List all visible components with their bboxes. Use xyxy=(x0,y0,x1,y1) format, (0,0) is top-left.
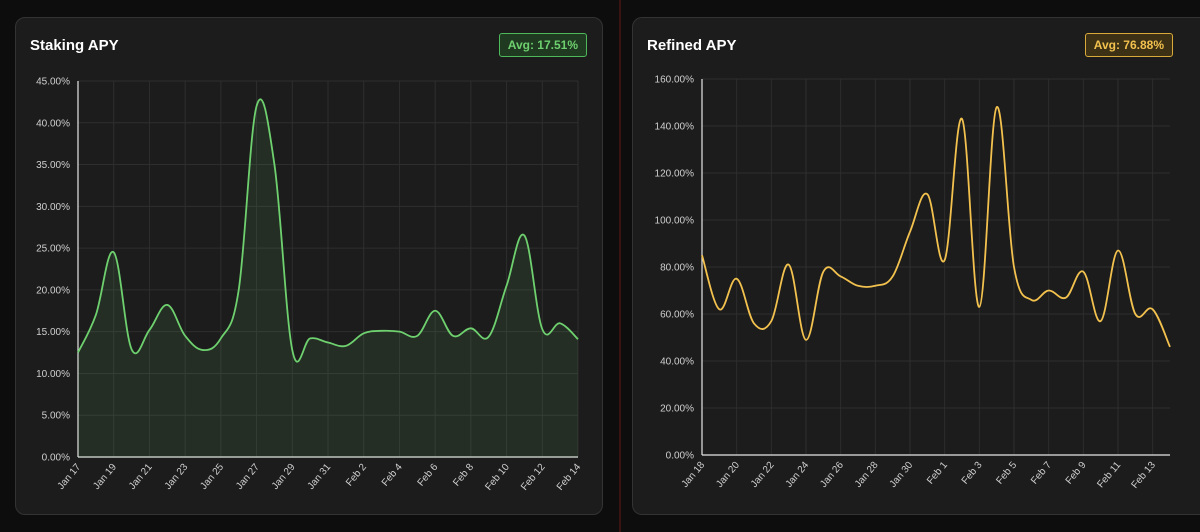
x-tick-label: Jan 22 xyxy=(749,460,777,490)
x-tick-label: Feb 4 xyxy=(380,462,405,489)
x-tick-label: Jan 19 xyxy=(91,462,119,492)
window-divider xyxy=(619,0,621,532)
x-tick-label: Jan 23 xyxy=(163,462,191,492)
x-tick-label: Feb 2 xyxy=(344,462,369,489)
x-tick-label: Jan 21 xyxy=(127,462,155,492)
y-tick-label: 60.00% xyxy=(660,310,694,321)
y-tick-label: 160.00% xyxy=(655,75,695,86)
x-tick-label: Feb 1 xyxy=(925,460,950,487)
y-tick-label: 0.00% xyxy=(666,451,694,462)
y-tick-label: 40.00% xyxy=(660,357,694,368)
y-tick-label: 20.00% xyxy=(660,404,694,415)
x-tick-label: Jan 28 xyxy=(853,460,881,490)
y-tick-label: 120.00% xyxy=(655,169,695,180)
y-tick-label: 45.00% xyxy=(36,77,70,88)
y-tick-label: 5.00% xyxy=(42,411,70,422)
y-tick-label: 0.00% xyxy=(42,453,70,464)
y-tick-label: 35.00% xyxy=(36,160,70,171)
avg-badge: Avg: 76.88% xyxy=(1084,33,1173,57)
x-tick-label: Feb 8 xyxy=(451,462,476,489)
x-tick-label: Jan 31 xyxy=(306,462,334,492)
y-tick-label: 80.00% xyxy=(660,263,694,274)
y-tick-label: 140.00% xyxy=(655,122,695,133)
x-tick-label: Jan 24 xyxy=(784,460,812,490)
x-tick-label: Feb 3 xyxy=(960,460,985,487)
y-tick-label: 10.00% xyxy=(36,369,70,380)
avg-badge: Avg: 17.51% xyxy=(498,33,587,57)
series-line xyxy=(701,106,1171,348)
x-tick-label: Feb 6 xyxy=(416,462,441,489)
y-tick-label: 15.00% xyxy=(36,327,70,338)
y-tick-label: 30.00% xyxy=(36,202,70,213)
x-tick-label: Jan 25 xyxy=(198,462,226,492)
series-line xyxy=(77,98,579,363)
y-tick-label: 25.00% xyxy=(36,244,70,255)
x-tick-label: Jan 18 xyxy=(680,460,708,490)
x-tick-label: Jan 17 xyxy=(56,462,84,492)
refined-apy-panel: Refined APY Avg: 76.88% 0.00% 20.00% 40.00… xyxy=(632,17,1200,515)
series-area xyxy=(78,99,578,457)
x-tick-label: Feb 7 xyxy=(1029,460,1054,487)
staking-apy-panel: Staking APY Avg: 17.51% 0.00% 5.00% 10.00%… xyxy=(15,17,603,515)
x-tick-label: Jan 20 xyxy=(714,460,742,490)
y-tick-label: 40.00% xyxy=(36,118,70,129)
x-tick-label: Feb 10 xyxy=(483,462,512,493)
x-tick-label: Jan 30 xyxy=(888,460,916,490)
x-tick-label: Jan 26 xyxy=(818,460,846,490)
y-tick-label: 100.00% xyxy=(655,216,695,227)
panel-title: Refined APY xyxy=(647,37,737,54)
x-tick-label: Feb 12 xyxy=(519,462,548,493)
x-tick-label: Feb 14 xyxy=(555,462,584,493)
refined-apy-chart: 0.00% 20.00% 40.00% 60.00% 80.00% 100.00% 120.… xyxy=(655,75,1171,491)
x-tick-label: Feb 9 xyxy=(1064,460,1089,487)
panel-title: Staking APY xyxy=(30,37,119,54)
x-tick-label: Jan 27 xyxy=(234,462,262,492)
x-tick-label: Feb 11 xyxy=(1095,460,1123,491)
y-tick-label: 20.00% xyxy=(36,285,70,296)
x-tick-label: Jan 29 xyxy=(270,462,298,492)
staking-apy-chart: 0.00% 5.00% 10.00% 15.00% 20.00% 25.00% 30.00%… xyxy=(36,77,584,493)
x-tick-label: Feb 5 xyxy=(994,460,1019,487)
x-tick-label: Feb 13 xyxy=(1130,460,1159,491)
